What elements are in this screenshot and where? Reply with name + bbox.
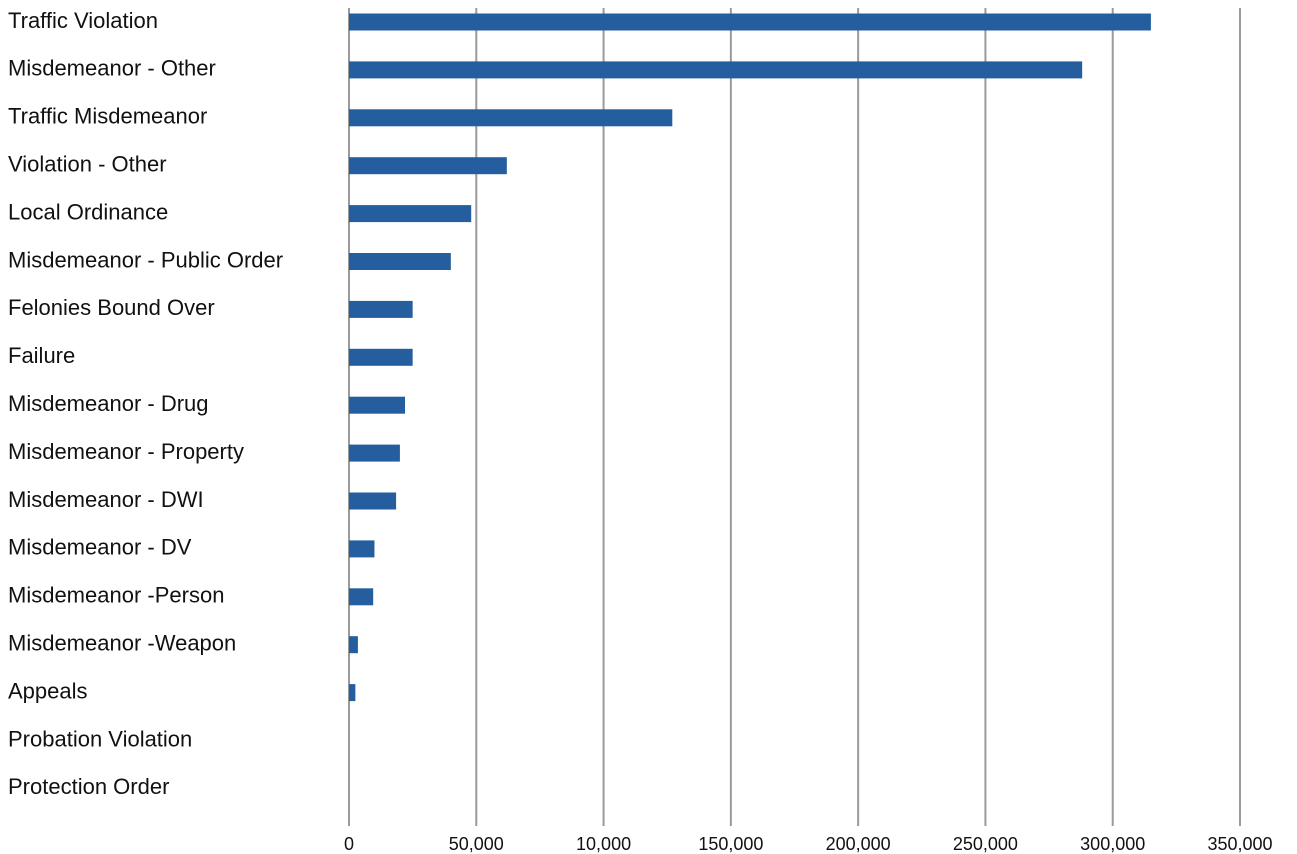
bar bbox=[349, 253, 451, 270]
x-tick-label: 250,000 bbox=[953, 834, 1018, 854]
x-tick-label: 50,000 bbox=[449, 834, 504, 854]
y-tick-label: Traffic Violation bbox=[8, 8, 158, 33]
y-tick-label: Misdemeanor -Weapon bbox=[8, 631, 236, 656]
y-tick-label: Traffic Misdemeanor bbox=[8, 104, 207, 129]
bar bbox=[349, 684, 356, 702]
x-tick-label: 350,000 bbox=[1207, 834, 1272, 854]
x-tick-label: 300,000 bbox=[1080, 834, 1145, 854]
x-tick-label: 10,000 bbox=[576, 834, 631, 854]
bar bbox=[349, 636, 358, 654]
bar bbox=[349, 348, 413, 366]
y-tick-label: Misdemeanor - Property bbox=[8, 439, 244, 464]
y-tick-label: Probation Violation bbox=[8, 726, 192, 751]
bar bbox=[349, 396, 406, 414]
bar bbox=[349, 540, 375, 558]
y-tick-label: Local Ordinance bbox=[8, 199, 168, 224]
bar bbox=[349, 109, 673, 127]
y-tick-label: Misdemeanor -Person bbox=[8, 583, 224, 608]
bar bbox=[349, 492, 397, 510]
x-tick-label: 150,000 bbox=[698, 834, 763, 854]
bar bbox=[349, 205, 472, 223]
y-tick-label: Protection Order bbox=[8, 774, 169, 799]
y-tick-label: Felonies Bound Over bbox=[8, 295, 215, 320]
x-tick-label: 200,000 bbox=[826, 834, 891, 854]
y-tick-label: Appeals bbox=[8, 678, 88, 703]
y-tick-label: Misdemeanor - DV bbox=[8, 535, 192, 560]
bar bbox=[349, 588, 374, 606]
x-tick-label: 0 bbox=[344, 834, 354, 854]
bar bbox=[349, 444, 400, 462]
y-tick-label: Misdemeanor - Public Order bbox=[8, 247, 283, 272]
bar bbox=[349, 157, 507, 175]
y-tick-label: Failure bbox=[8, 343, 75, 368]
y-tick-label: Misdemeanor - Drug bbox=[8, 391, 209, 416]
y-tick-label: Misdemeanor - DWI bbox=[8, 487, 204, 512]
y-tick-label: Violation - Other bbox=[8, 152, 167, 177]
bar bbox=[349, 61, 1083, 79]
bar bbox=[349, 300, 413, 318]
y-tick-label: Misdemeanor - Other bbox=[8, 56, 216, 81]
bar bbox=[349, 13, 1151, 31]
